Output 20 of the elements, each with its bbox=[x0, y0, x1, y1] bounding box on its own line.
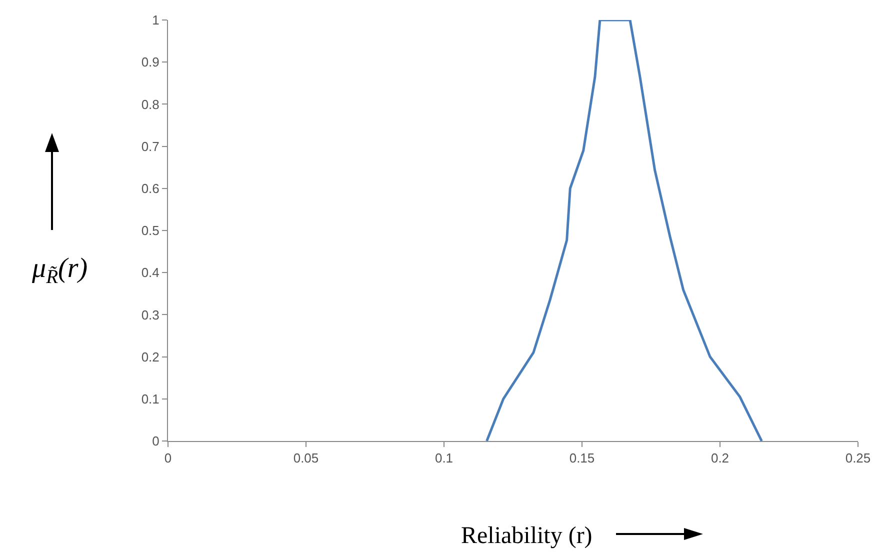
line-series bbox=[486, 20, 763, 441]
y-tick-label: 0.6 bbox=[141, 180, 160, 196]
y-tick-label: 0 bbox=[152, 434, 160, 449]
y-tick-label: 1 bbox=[152, 12, 160, 28]
x-tick-label: 0.2 bbox=[710, 450, 730, 466]
y-tick-label: 0.8 bbox=[141, 96, 160, 112]
y-axis-title: μ$_{R̃}$(r) bbox=[31, 253, 88, 288]
y-tick-label: 0.2 bbox=[141, 349, 160, 364]
x-axis-title: Reliability (r) bbox=[461, 523, 592, 549]
y-tick-label: 0.4 bbox=[141, 265, 160, 280]
x-tick-label: 0 bbox=[164, 450, 172, 466]
x-tick-label: 0.05 bbox=[293, 450, 319, 466]
y-tick-label: 0.5 bbox=[141, 223, 160, 238]
x-tick-label: 0.15 bbox=[569, 450, 595, 466]
x-tick-label: 0.1 bbox=[434, 450, 454, 466]
y-tick-label: 0.3 bbox=[141, 307, 160, 322]
y-tick-label: 0.9 bbox=[141, 54, 160, 70]
y-tick-label: 0.1 bbox=[141, 391, 160, 406]
y-tick-label: 0.7 bbox=[141, 138, 160, 154]
x-tick-label: 0.25 bbox=[845, 450, 871, 466]
